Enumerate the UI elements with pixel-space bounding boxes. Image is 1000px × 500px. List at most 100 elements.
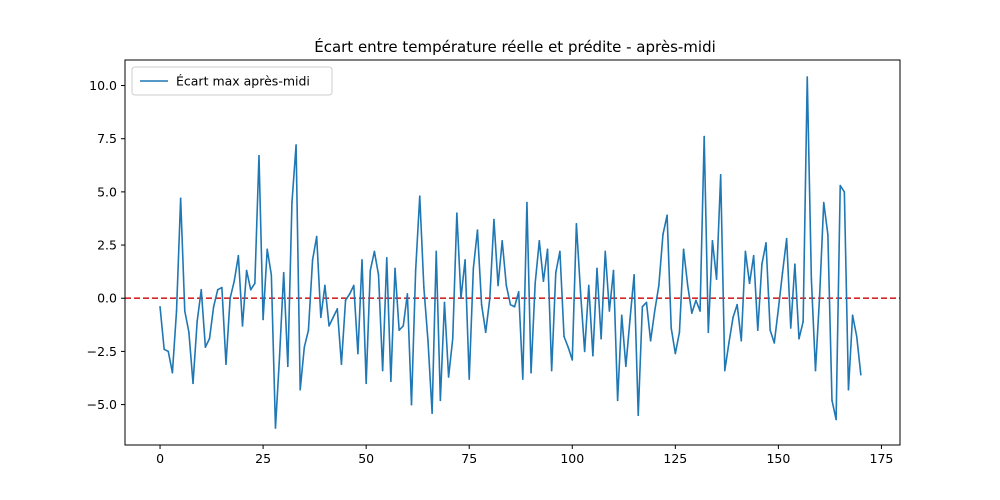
data-point (596, 267, 598, 270)
data-point (480, 303, 483, 306)
data-point (484, 331, 487, 334)
data-point (847, 388, 850, 391)
data-point (843, 191, 846, 193)
data-point (542, 280, 545, 283)
data-point (583, 350, 586, 353)
data-point (278, 354, 281, 357)
data-point (390, 380, 392, 382)
data-point (320, 316, 322, 319)
data-point (233, 280, 236, 283)
data-point (348, 293, 351, 295)
data-point (167, 350, 170, 353)
legend: Écart max après-midi (131, 66, 333, 96)
data-point (414, 269, 417, 272)
data-point (196, 320, 198, 323)
data-point (406, 293, 409, 295)
data-point (851, 314, 854, 317)
data-point (332, 316, 334, 319)
axes-frame (124, 59, 901, 446)
data-point (839, 184, 842, 187)
y-tick-label: −2.5 (87, 344, 117, 359)
data-point (324, 284, 326, 287)
x-tick-label: 150 (766, 451, 790, 466)
data-point (653, 310, 656, 312)
data-point (662, 233, 664, 236)
data-point (822, 201, 825, 204)
data-point (472, 267, 475, 270)
data-point (307, 329, 310, 331)
data-point (855, 335, 858, 338)
y-tick-label: −5.0 (87, 397, 117, 412)
x-tick-label: 75 (461, 451, 477, 466)
data-point (410, 403, 413, 406)
data-point (600, 337, 602, 340)
data-point (385, 257, 388, 259)
x-tick-label: 125 (663, 451, 687, 466)
data-point (282, 271, 285, 274)
data-point (666, 214, 668, 217)
data-point (835, 418, 837, 421)
data-point (567, 346, 569, 348)
data-point (262, 318, 264, 321)
data-point (497, 284, 499, 287)
plot-area: 0 25 50 75 100 125 150 175 −5.0 −2.5 0.0 2.5 5.0 7.5… (87, 59, 901, 466)
data-point (526, 201, 528, 204)
data-point (266, 248, 269, 251)
data-point (604, 250, 607, 253)
data-point (200, 288, 203, 291)
x-tick-label: 50 (358, 451, 374, 466)
data-point (781, 271, 784, 274)
data-point (493, 218, 495, 221)
legend-box (131, 66, 333, 96)
data-point (460, 297, 462, 300)
data-point (765, 242, 767, 244)
data-point (204, 346, 207, 348)
data-point (740, 339, 743, 342)
data-point (761, 263, 763, 265)
data-point (559, 250, 561, 253)
data-point (456, 212, 458, 214)
data-point (798, 337, 800, 340)
data-point (682, 248, 685, 251)
data-point (777, 308, 780, 310)
data-point (287, 365, 289, 368)
data-point (270, 274, 273, 276)
data-point (612, 269, 615, 272)
data-point (575, 222, 578, 225)
data-point (175, 310, 178, 312)
data-point (225, 363, 227, 365)
data-point (546, 248, 549, 251)
data-point (554, 271, 557, 274)
data-point (344, 299, 347, 302)
data-point (439, 399, 442, 402)
y-tick-label: 5.0 (97, 184, 117, 199)
data-point (587, 284, 590, 287)
data-point (530, 371, 532, 374)
data-point (171, 371, 174, 374)
data-point (670, 327, 673, 329)
data-point (691, 312, 693, 314)
data-point (592, 354, 594, 357)
data-point (159, 305, 161, 308)
data-point (299, 388, 301, 391)
data-point (221, 286, 223, 289)
data-point (794, 263, 796, 265)
data-point (748, 282, 751, 285)
y-tick-label: 10.0 (89, 78, 117, 93)
data-point (328, 325, 330, 327)
data-point (295, 144, 297, 146)
data-point (831, 399, 833, 402)
data-point (216, 288, 219, 291)
data-point (381, 369, 384, 372)
data-point (352, 284, 355, 287)
data-point (678, 331, 681, 334)
data-point (645, 301, 648, 304)
data-point (183, 310, 186, 312)
x-tick-label: 25 (255, 451, 271, 466)
y-tick-label: 0.0 (97, 291, 117, 306)
data-point (633, 274, 635, 276)
data-point (163, 348, 165, 351)
data-point (579, 291, 582, 293)
data-point (620, 314, 623, 317)
data-point (369, 269, 372, 272)
